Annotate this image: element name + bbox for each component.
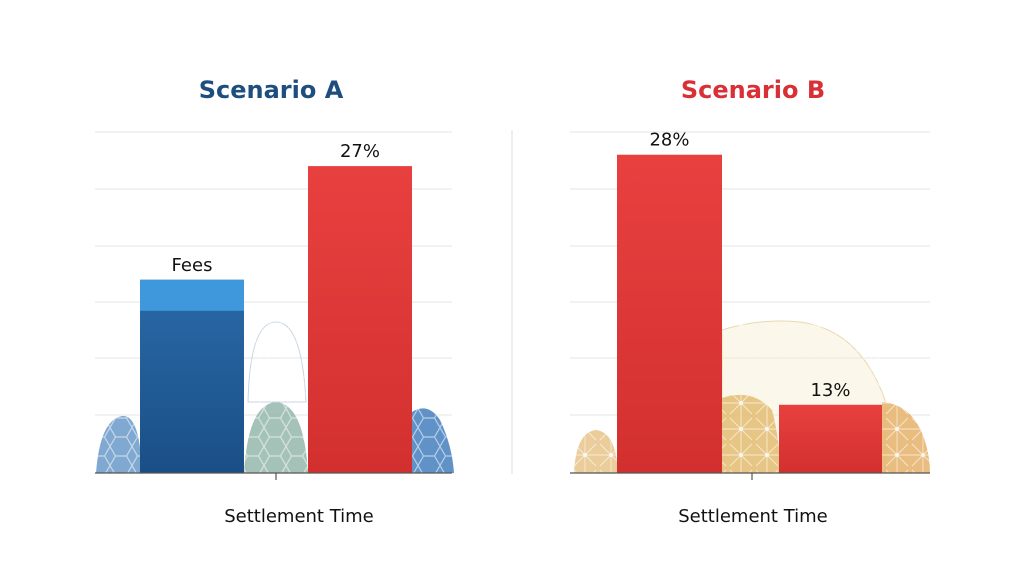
bar-b-2 bbox=[779, 404, 882, 473]
chart-scenario-b: 28% 13% Scenario B Settlement Time bbox=[570, 76, 930, 527]
bars-a: Fees 27% bbox=[140, 141, 412, 473]
bar-label-b-2: 13% bbox=[810, 380, 850, 401]
bar-label-a-2: 27% bbox=[340, 141, 380, 162]
bar-a-2 bbox=[308, 166, 412, 473]
bar-b-1 bbox=[617, 154, 722, 473]
x-axis-label-a: Settlement Time bbox=[224, 506, 374, 527]
x-axis-label-b: Settlement Time bbox=[678, 506, 828, 527]
bar-label-a-1: Fees bbox=[172, 255, 213, 276]
bar-a-1 bbox=[140, 279, 244, 473]
chart-scenario-a: Fees 27% Scenario A Settlement Time bbox=[95, 76, 454, 527]
decorative-pattern-a bbox=[96, 321, 454, 473]
bar-label-b-1: 28% bbox=[649, 130, 689, 151]
chart-title-a: Scenario A bbox=[199, 76, 344, 104]
bars-b: 28% 13% bbox=[617, 130, 882, 473]
chart-title-b: Scenario B bbox=[681, 76, 825, 104]
bar-a-1-highlight bbox=[140, 279, 244, 311]
